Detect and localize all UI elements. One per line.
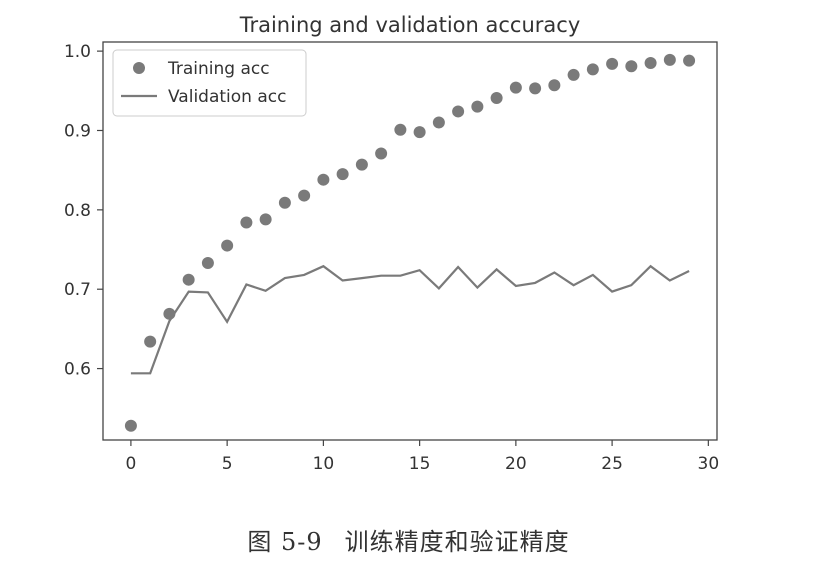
legend-box [112,49,307,117]
training-acc-point [548,79,561,92]
x-tick-label: 25 [601,454,623,474]
training-acc-point [644,57,657,70]
legend-training-label: Training acc [167,59,270,79]
x-tick-label: 15 [409,454,431,474]
x-tick-label: 30 [698,454,720,474]
training-acc-point [413,126,426,139]
training-acc-point [278,196,291,209]
y-tick-label: 0.9 [64,121,91,141]
training-acc-point [298,189,311,202]
training-acc-point [432,116,445,129]
training-acc-point [625,60,638,73]
x-tick-label: 20 [505,454,527,474]
training-acc-point [182,273,195,286]
training-acc-point [317,173,330,186]
plot-area [124,53,696,432]
plot-frame [102,41,718,441]
y-tick-label: 0.6 [64,360,91,380]
y-tick-label: 1.0 [64,42,91,62]
training-acc-point [394,123,407,136]
training-acc-point [355,158,368,171]
training-acc-point [259,213,272,226]
training-acc-point [490,91,503,104]
figure-caption: 图 5-9 训练精度和验证精度 [0,522,817,557]
chart-svg: Training and validation accuracy 0 5 10 15 2… [64,13,720,474]
training-acc-point [509,81,522,94]
axes: 0 5 10 15 20 25 30 0.6 0.7 0.8 0.9 1.0 [64,41,720,474]
chart-title: Training and validation accuracy [239,13,581,37]
training-acc-point [529,82,542,95]
training-acc-point [144,335,157,348]
x-tick-label: 0 [125,454,136,474]
training-acc-point [606,57,619,70]
training-acc-point [201,257,214,270]
training-acc-point [663,53,676,66]
training-acc-point [221,239,234,252]
training-acc-point [336,168,349,181]
x-tick-label: 5 [222,454,233,474]
training-acc-point [375,147,388,160]
y-tick-label: 0.7 [64,280,91,300]
training-acc-point [124,419,137,432]
legend-training-marker [133,62,145,74]
training-acc-point [683,54,696,67]
figure-number: 图 5-9 [247,528,323,556]
training-acc-point [586,63,599,76]
training-acc-point [452,105,465,118]
legend: Training acc Validation acc [112,49,307,117]
figure-caption-text: 训练精度和验证精度 [344,528,570,556]
training-acc-point [567,68,580,81]
legend-validation-label: Validation acc [168,87,286,107]
x-tick-label: 10 [313,454,335,474]
training-acc-point [240,216,253,229]
accuracy-chart: Training and validation accuracy 0 5 10 15 2… [64,13,720,474]
y-tick-label: 0.8 [64,201,91,221]
training-acc-point [471,100,484,113]
validation-acc-line [130,264,690,375]
training-acc-point [163,307,176,320]
